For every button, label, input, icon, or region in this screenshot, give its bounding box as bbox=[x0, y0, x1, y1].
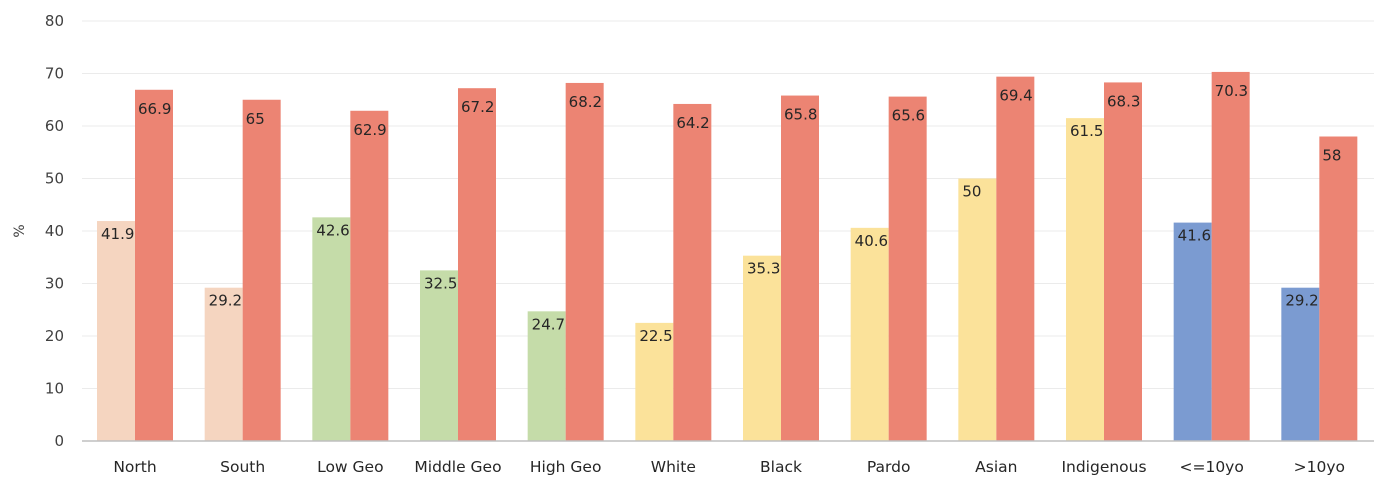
bar-series-1 bbox=[420, 270, 458, 441]
bar-value-label: 58 bbox=[1322, 147, 1341, 165]
bar-value-label: 65.8 bbox=[784, 106, 817, 124]
bar-series-2 bbox=[1104, 82, 1142, 442]
bar-value-label: 67.2 bbox=[461, 98, 494, 116]
x-category-label: North bbox=[113, 458, 156, 475]
y-axis-label: % bbox=[12, 224, 28, 237]
x-category-label: Pardo bbox=[867, 458, 911, 475]
x-category-label: Indigenous bbox=[1061, 458, 1146, 475]
bar-series-1 bbox=[204, 287, 243, 441]
bar-series-1 bbox=[1173, 222, 1212, 441]
bar-value-label: 32.5 bbox=[424, 274, 457, 292]
bar-series-1 bbox=[97, 221, 135, 441]
bar-value-label: 61.5 bbox=[1070, 122, 1103, 140]
y-tick-label: 50 bbox=[45, 170, 64, 188]
bar-value-label: 40.6 bbox=[855, 232, 888, 250]
bar-value-label: 68.3 bbox=[1107, 92, 1140, 110]
bar-value-label: 42.6 bbox=[316, 221, 349, 239]
value-labels: 41.9 66.9 29.2 65 42.6 62.9 32.5 67.2 24.7 68.2 22… bbox=[101, 82, 1341, 345]
bar-value-label: 29.2 bbox=[1285, 292, 1318, 310]
x-category-label: >10yo bbox=[1294, 458, 1345, 475]
bar-series-1 bbox=[958, 178, 997, 441]
bar-series-2 bbox=[242, 99, 281, 441]
x-category-label: South bbox=[220, 458, 265, 475]
y-tick-label: 80 bbox=[45, 12, 64, 30]
x-category-label: Black bbox=[760, 458, 802, 475]
bar-series-1 bbox=[527, 311, 566, 441]
bar-value-label: 65 bbox=[246, 110, 265, 128]
bar-value-label: 29.2 bbox=[209, 292, 242, 310]
bar-value-label: 41.9 bbox=[101, 225, 134, 243]
bar-value-label: 70.3 bbox=[1215, 82, 1248, 100]
x-category-label: White bbox=[651, 458, 696, 475]
gridlines bbox=[82, 20, 1374, 389]
bar-series-2 bbox=[888, 96, 927, 441]
bar-series-2 bbox=[996, 76, 1035, 442]
bar-value-label: 24.7 bbox=[532, 315, 565, 333]
bar-series-1 bbox=[743, 255, 781, 441]
bar-value-label: 41.6 bbox=[1178, 227, 1211, 245]
bar-series-1 bbox=[850, 227, 889, 441]
bars bbox=[97, 71, 1358, 442]
x-category-label: Asian bbox=[975, 458, 1017, 475]
y-tick-label: 60 bbox=[45, 117, 64, 135]
x-category-label: Low Geo bbox=[317, 458, 383, 475]
bar-series-2 bbox=[565, 82, 604, 441]
y-tick-label: 10 bbox=[45, 380, 64, 398]
bar-series-2 bbox=[673, 103, 712, 441]
bar-series-2 bbox=[1319, 136, 1358, 441]
y-axis-ticks: 0 10 20 30 40 50 60 70 80 bbox=[45, 12, 64, 450]
bar-value-label: 50 bbox=[962, 183, 981, 201]
x-axis-categories: North South Low Geo Middle Geo High Geo White… bbox=[113, 458, 1345, 476]
bar-value-label: 66.9 bbox=[138, 100, 171, 118]
bar-value-label: 35.3 bbox=[747, 260, 780, 278]
bar-series-1 bbox=[1066, 118, 1104, 441]
bar-series-2 bbox=[1211, 71, 1250, 442]
y-tick-label: 30 bbox=[45, 275, 64, 293]
x-category-label: <=10yo bbox=[1179, 458, 1243, 475]
bar-value-label: 64.2 bbox=[676, 114, 709, 132]
bar-value-label: 62.9 bbox=[353, 121, 386, 139]
bar-value-label: 22.5 bbox=[639, 327, 672, 345]
bar-value-label: 69.4 bbox=[999, 87, 1032, 105]
y-tick-label: 20 bbox=[45, 327, 64, 345]
bar-value-label: 65.6 bbox=[892, 107, 925, 125]
x-category-label: Middle Geo bbox=[414, 458, 501, 475]
bar-series-2 bbox=[135, 89, 173, 442]
bar-series-1 bbox=[1281, 287, 1320, 441]
bar-series-2 bbox=[458, 88, 496, 441]
y-tick-label: 70 bbox=[45, 65, 64, 83]
bar-series-1 bbox=[312, 217, 351, 441]
x-category-label: High Geo bbox=[530, 458, 602, 475]
bar-series-2 bbox=[781, 95, 819, 442]
y-tick-label: 0 bbox=[54, 432, 64, 450]
bar-series-2 bbox=[350, 110, 389, 442]
bar-value-label: 68.2 bbox=[569, 93, 602, 111]
y-tick-label: 40 bbox=[45, 222, 64, 240]
bar-series-1 bbox=[635, 322, 674, 441]
